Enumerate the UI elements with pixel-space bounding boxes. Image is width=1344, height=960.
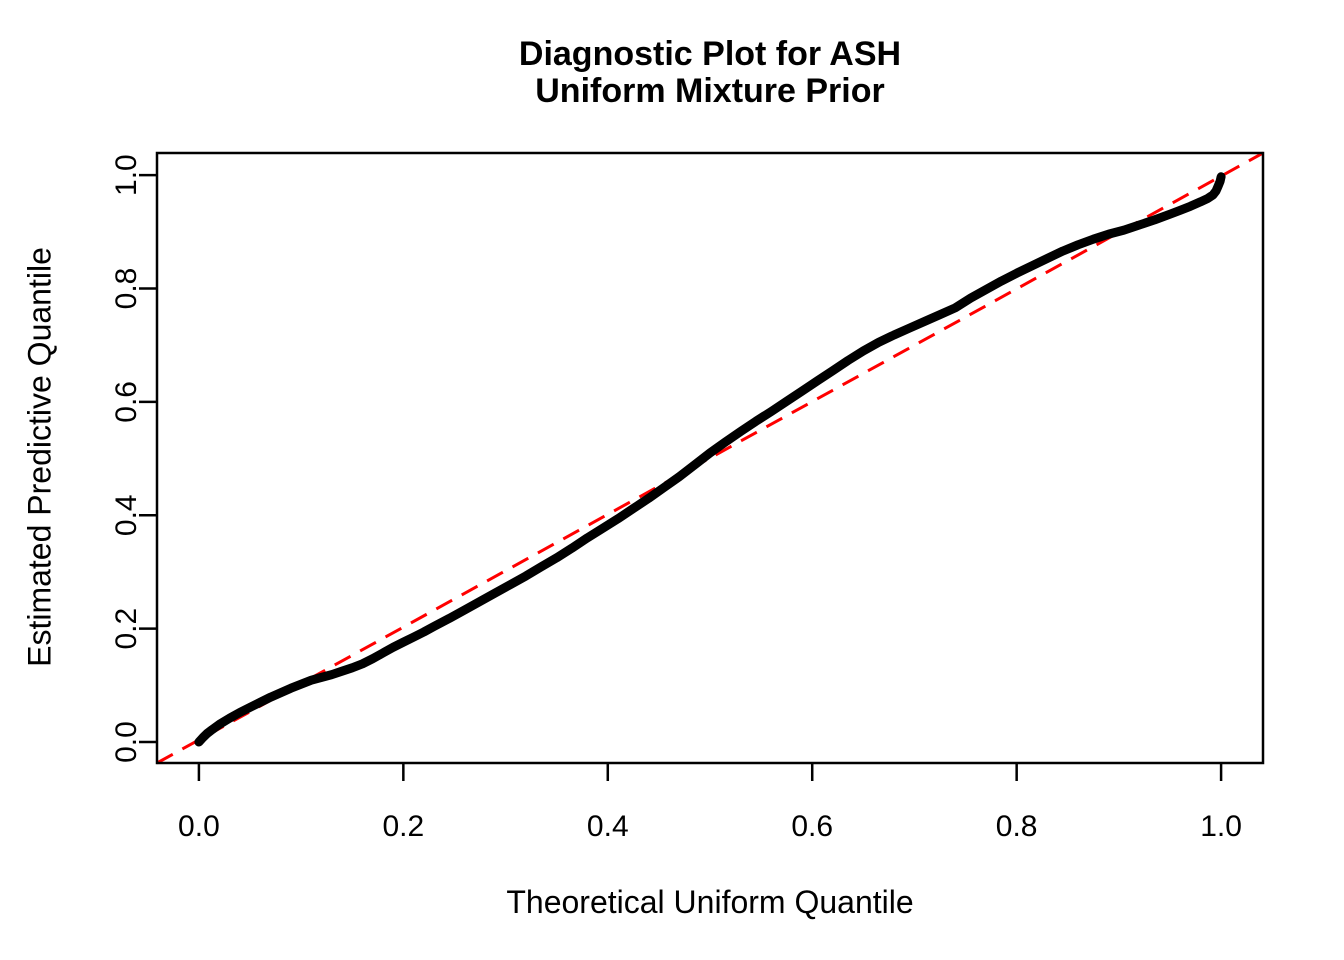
y-tick-label: 0.4	[110, 494, 143, 536]
x-tick-label: 0.0	[178, 810, 220, 843]
plot-title-line1: Diagnostic Plot for ASH	[518, 35, 902, 73]
y-tick-label: 0.2	[110, 608, 143, 650]
y-tick-label: 0.8	[110, 268, 143, 310]
identity-reference-line	[156, 151, 1264, 765]
x-tick-label: 1.0	[1200, 810, 1242, 843]
x-tick-label: 0.2	[382, 810, 424, 843]
x-tick-label: 0.8	[996, 810, 1038, 843]
y-axis-label: Estimated Predictive Quantile	[21, 247, 58, 667]
y-tick-label: 0.6	[110, 381, 143, 423]
estimated-predictive-quantile-curve	[194, 172, 1226, 747]
plot-title-line2: Uniform Mixture Prior	[535, 72, 885, 110]
plot-box	[155, 151, 1265, 765]
plot-title: Diagnostic Plot for ASH Uniform Mixture …	[157, 36, 1263, 110]
y-tick-label: 0.0	[110, 721, 143, 763]
x-axis-label: Theoretical Uniform Quantile	[506, 884, 914, 920]
y-tick-label: 1.0	[110, 154, 143, 196]
x-tick-label: 0.6	[791, 810, 833, 843]
x-tick-label: 0.4	[587, 810, 629, 843]
